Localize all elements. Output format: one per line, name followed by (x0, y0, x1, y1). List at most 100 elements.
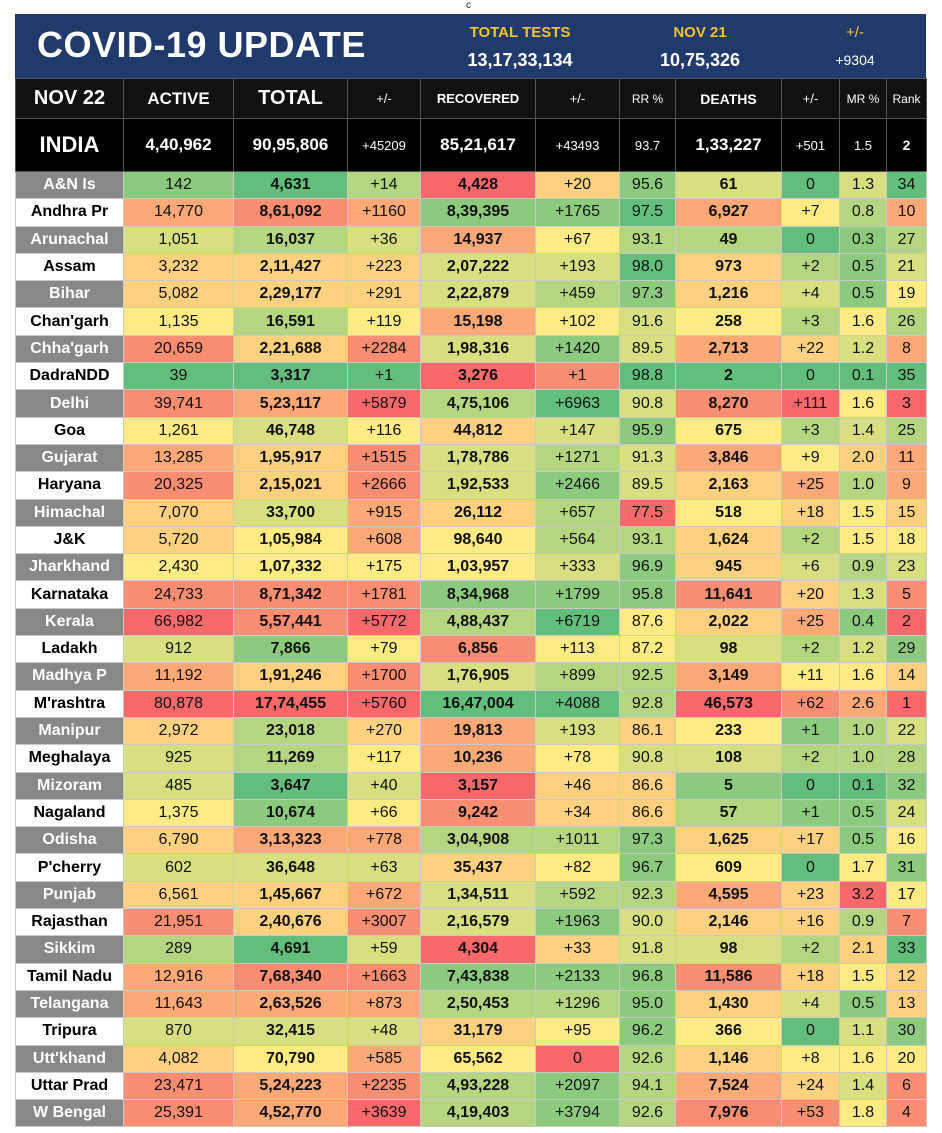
recovered-change-cell: +1296 (535, 989, 620, 1019)
state-name: Assam (15, 252, 124, 282)
deaths-change-cell: +11 (781, 662, 840, 691)
table-row: Meghalaya 925 11,269 +117 10,236 +78 90.8 108 +2… (15, 744, 927, 773)
page-title: COVID-19 UPDATE (37, 24, 366, 65)
deaths-cell: 609 (675, 853, 782, 882)
deaths-change-cell: +2 (781, 252, 840, 282)
recovered-cell: 3,157 (420, 771, 536, 800)
recovered-change-cell: +1011 (535, 826, 620, 855)
rank-cell: 21 (886, 252, 927, 282)
total-change-cell: +3007 (347, 908, 421, 937)
active-cell: 870 (123, 1017, 234, 1046)
table-row: Telangana 11,643 2,63,526 +873 2,50,453 +1296… (15, 989, 927, 1019)
recovered-cell: 2,22,879 (420, 280, 536, 309)
total-cell: 2,11,427 (233, 252, 348, 282)
rr-cell: 92.3 (619, 880, 676, 910)
mr-cell: 1.0 (839, 471, 887, 500)
mr-cell: 1.2 (839, 635, 887, 664)
state-name: Chha'garh (15, 334, 124, 364)
deaths-change-cell: +4 (781, 989, 840, 1019)
active-cell: 485 (123, 771, 234, 800)
prev-date-label: NOV 21 (673, 24, 727, 41)
mr-cell: 1.0 (839, 744, 887, 773)
total-change-cell: +14 (347, 170, 421, 200)
mr-cell: 2.0 (839, 443, 887, 473)
total-cell: 4,631 (233, 170, 348, 200)
recovered-cell: 10,236 (420, 744, 536, 773)
recovered-change-cell: +657 (535, 498, 620, 527)
mr-cell: 1.0 (839, 716, 887, 746)
active-cell: 1,135 (123, 307, 234, 336)
recovered-change-cell: +4088 (535, 689, 620, 718)
recovered-cell: 4,93,228 (420, 1071, 536, 1101)
india-mr: 1.5 (839, 118, 887, 172)
rr-cell: 89.5 (619, 334, 676, 364)
mr-cell: 0.8 (839, 198, 887, 227)
state-name: Bihar (15, 280, 124, 309)
active-cell: 6,790 (123, 826, 234, 855)
active-cell: 24,733 (123, 580, 234, 609)
deaths-change-cell: +9 (781, 443, 840, 473)
recovered-cell: 1,78,786 (420, 443, 536, 473)
recovered-change-cell: +20 (535, 170, 620, 200)
recovered-cell: 2,16,579 (420, 908, 536, 937)
total-cell: 11,269 (233, 744, 348, 773)
total-cell: 1,07,332 (233, 553, 348, 582)
table-row: Arunachal 1,051 16,037 +36 14,937 +67 93.1 49 0 0… (15, 225, 927, 254)
total-change-cell: +59 (347, 935, 421, 964)
mr-cell: 0.5 (839, 826, 887, 855)
active-cell: 39,741 (123, 389, 234, 418)
mr-cell: 1.4 (839, 416, 887, 445)
state-name: Andhra Pr (15, 198, 124, 227)
rr-cell: 93.1 (619, 225, 676, 254)
rr-cell: 93.1 (619, 525, 676, 555)
recovered-change-cell: +1420 (535, 334, 620, 364)
recovered-cell: 4,428 (420, 170, 536, 200)
rank-cell: 22 (886, 716, 927, 746)
rank-cell: 10 (886, 198, 927, 227)
state-name: A&N Is (15, 170, 124, 200)
total-change-cell: +585 (347, 1044, 421, 1073)
rank-cell: 18 (886, 525, 927, 555)
rr-cell: 92.8 (619, 689, 676, 718)
recovered-cell: 1,76,905 (420, 662, 536, 691)
total-change-cell: +1515 (347, 443, 421, 473)
active-cell: 12,916 (123, 962, 234, 991)
table-row: Sikkim 289 4,691 +59 4,304 +33 91.8 98 +2 2.1 33 (15, 935, 927, 964)
prev-date-tests-value: 10,75,326 (659, 50, 741, 70)
rr-cell: 96.7 (619, 853, 676, 882)
recovered-cell: 4,88,437 (420, 607, 536, 637)
recovered-cell: 6,856 (420, 635, 536, 664)
mr-cell: 0.5 (839, 280, 887, 309)
recovered-change-cell: +82 (535, 853, 620, 882)
state-name: Sikkim (15, 935, 124, 964)
total-cell: 36,648 (233, 853, 348, 882)
rank-cell: 11 (886, 443, 927, 473)
rr-cell: 89.5 (619, 471, 676, 500)
rr-cell: 91.3 (619, 443, 676, 473)
active-cell: 20,325 (123, 471, 234, 500)
total-change-cell: +291 (347, 280, 421, 309)
state-name: Madhya P (15, 662, 124, 691)
total-cell: 5,23,117 (233, 389, 348, 418)
tests-change-label: +/- (846, 24, 864, 41)
deaths-cell: 4,595 (675, 880, 782, 910)
recovered-change-cell: +3794 (535, 1099, 620, 1128)
table-row: Madhya P 11,192 1,91,246 +1700 1,76,905 +899 9… (15, 662, 927, 691)
total-cell: 70,790 (233, 1044, 348, 1073)
recovered-cell: 7,43,838 (420, 962, 536, 991)
rr-cell: 91.6 (619, 307, 676, 336)
active-cell: 912 (123, 635, 234, 664)
rr-cell: 91.8 (619, 935, 676, 964)
active-cell: 2,972 (123, 716, 234, 746)
state-name: Jharkhand (15, 553, 124, 582)
deaths-cell: 233 (675, 716, 782, 746)
active-cell: 1,375 (123, 798, 234, 828)
recovered-change-cell: +1 (535, 362, 620, 391)
india-total: 90,95,806 (233, 118, 348, 172)
india-row: INDIA 4,40,962 90,95,806 +45209 85,21,61… (15, 118, 927, 172)
mr-cell: 1.1 (839, 1017, 887, 1046)
deaths-change-cell: +53 (781, 1099, 840, 1128)
rr-cell: 96.2 (619, 1017, 676, 1046)
deaths-change-cell: +7 (781, 198, 840, 227)
active-cell: 5,720 (123, 525, 234, 555)
